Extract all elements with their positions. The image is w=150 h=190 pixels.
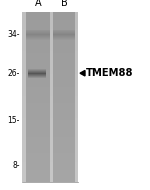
Text: TMEM88: TMEM88 xyxy=(86,68,134,78)
Text: 26-: 26- xyxy=(8,69,20,78)
Text: B: B xyxy=(61,0,67,8)
Polygon shape xyxy=(80,70,85,76)
Text: A: A xyxy=(35,0,41,8)
Text: 15-: 15- xyxy=(8,116,20,125)
Text: 8-: 8- xyxy=(12,161,20,169)
Text: 34-: 34- xyxy=(8,30,20,40)
